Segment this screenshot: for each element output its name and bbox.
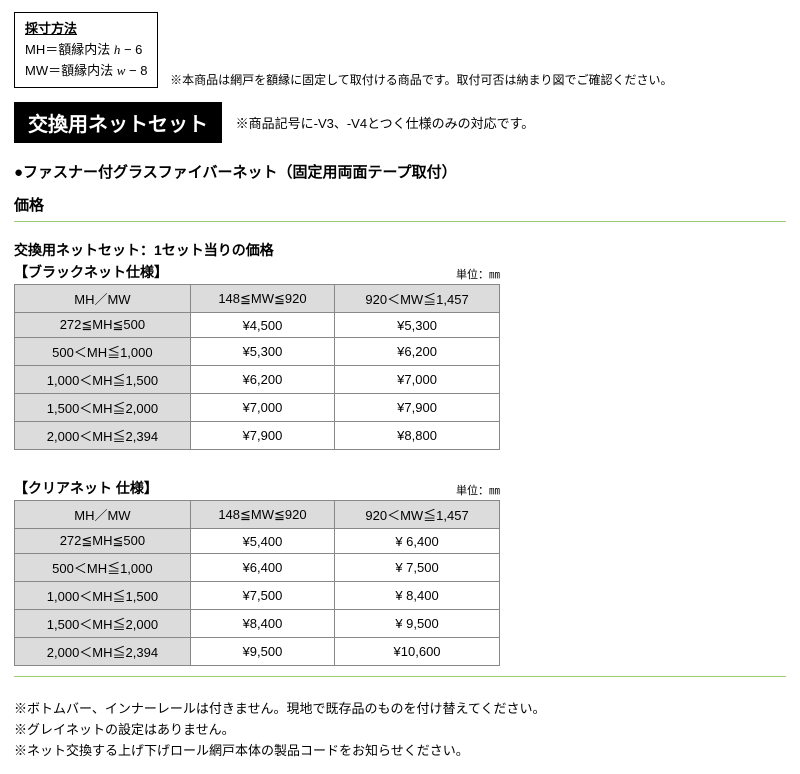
unit-label-2: 単位：㎜: [456, 482, 500, 498]
table-cell: ¥10,600: [335, 638, 500, 666]
table-cell: ¥6,200: [190, 366, 334, 394]
table-header: 148≦MW≦920: [190, 501, 334, 529]
table-cell: ¥ 8,400: [335, 582, 500, 610]
table-cell: ¥6,200: [335, 338, 500, 366]
table-cell: ¥ 7,500: [335, 554, 500, 582]
table-cell: ¥5,400: [190, 529, 334, 554]
table1-spec: 【ブラックネット仕様】: [14, 262, 168, 282]
table-header: 148≦MW≦920: [190, 285, 334, 313]
table-cell: ¥8,400: [190, 610, 334, 638]
table-header: MH／MW: [15, 285, 191, 313]
table-cell: ¥7,900: [335, 394, 500, 422]
divider-line: [14, 676, 786, 677]
table-cell: ¥7,900: [190, 422, 334, 450]
table-row-head: 500＜MH≦1,000: [15, 338, 191, 366]
table-cell: ¥9,500: [190, 638, 334, 666]
table-row-head: 1,000＜MH≦1,500: [15, 582, 191, 610]
set-title: 交換用ネットセット：1セット当りの価格: [14, 240, 786, 260]
table-row-head: 2,000＜MH≦2,394: [15, 422, 191, 450]
note-line: ※グレイネットの設定はありません。: [14, 720, 786, 741]
table-row-head: 2,000＜MH≦2,394: [15, 638, 191, 666]
top-note: ※本商品は網戸を額縁に固定して取付ける商品です。取付可否は納まり図でご確認くださ…: [170, 71, 672, 88]
measure-line-1: MH＝額縁内法 h − 6: [25, 40, 147, 61]
divider-line: [14, 221, 786, 222]
price-table-2: MH／MW 148≦MW≦920 920＜MW≦1,457 272≦MH≦500…: [14, 500, 500, 666]
table-header: 920＜MW≦1,457: [335, 501, 500, 529]
measure-line-2: MW＝額縁内法 w − 8: [25, 61, 147, 82]
unit-label-1: 単位：㎜: [456, 266, 500, 282]
table-row-head: 500＜MH≦1,000: [15, 554, 191, 582]
table-cell: ¥ 9,500: [335, 610, 500, 638]
table-cell: ¥5,300: [190, 338, 334, 366]
table-header: MH／MW: [15, 501, 191, 529]
table-cell: ¥7,500: [190, 582, 334, 610]
footer-notes: ※ボトムバー、インナーレールは付きません。現地で既存品のものを付け替えてください…: [14, 699, 786, 761]
subheader: ●ファスナー付グラスファイバーネット（固定用両面テープ取付）: [14, 161, 786, 182]
table-header: 920＜MW≦1,457: [335, 285, 500, 313]
table-cell: ¥ 6,400: [335, 529, 500, 554]
table-row-head: 1,500＜MH≦2,000: [15, 610, 191, 638]
table-cell: ¥7,000: [335, 366, 500, 394]
price-table-1: MH／MW 148≦MW≦920 920＜MW≦1,457 272≦MH≦500…: [14, 284, 500, 450]
table-row-head: 272≦MH≦500: [15, 529, 191, 554]
table-row-head: 1,500＜MH≦2,000: [15, 394, 191, 422]
table-row-head: 272≦MH≦500: [15, 313, 191, 338]
table-cell: ¥6,400: [190, 554, 334, 582]
table-cell: ¥8,800: [335, 422, 500, 450]
table-row-head: 1,000＜MH≦1,500: [15, 366, 191, 394]
main-heading: 交換用ネットセット: [14, 102, 222, 143]
table-cell: ¥4,500: [190, 313, 334, 338]
table2-spec: 【クリアネット 仕様】: [14, 478, 158, 498]
main-heading-note: ※商品記号に-V3、-V4とつく仕様のみの対応です。: [236, 113, 535, 132]
table-cell: ¥5,300: [335, 313, 500, 338]
note-line: ※ネット交換する上げ下げロール網戸本体の製品コードをお知らせください。: [14, 741, 786, 762]
table-cell: ¥7,000: [190, 394, 334, 422]
price-title: 価格: [14, 194, 786, 215]
note-line: ※ボトムバー、インナーレールは付きません。現地で既存品のものを付け替えてください…: [14, 699, 786, 720]
measurement-box: 採寸方法 MH＝額縁内法 h − 6 MW＝額縁内法 w − 8: [14, 12, 158, 88]
measure-title: 採寸方法: [25, 19, 147, 40]
